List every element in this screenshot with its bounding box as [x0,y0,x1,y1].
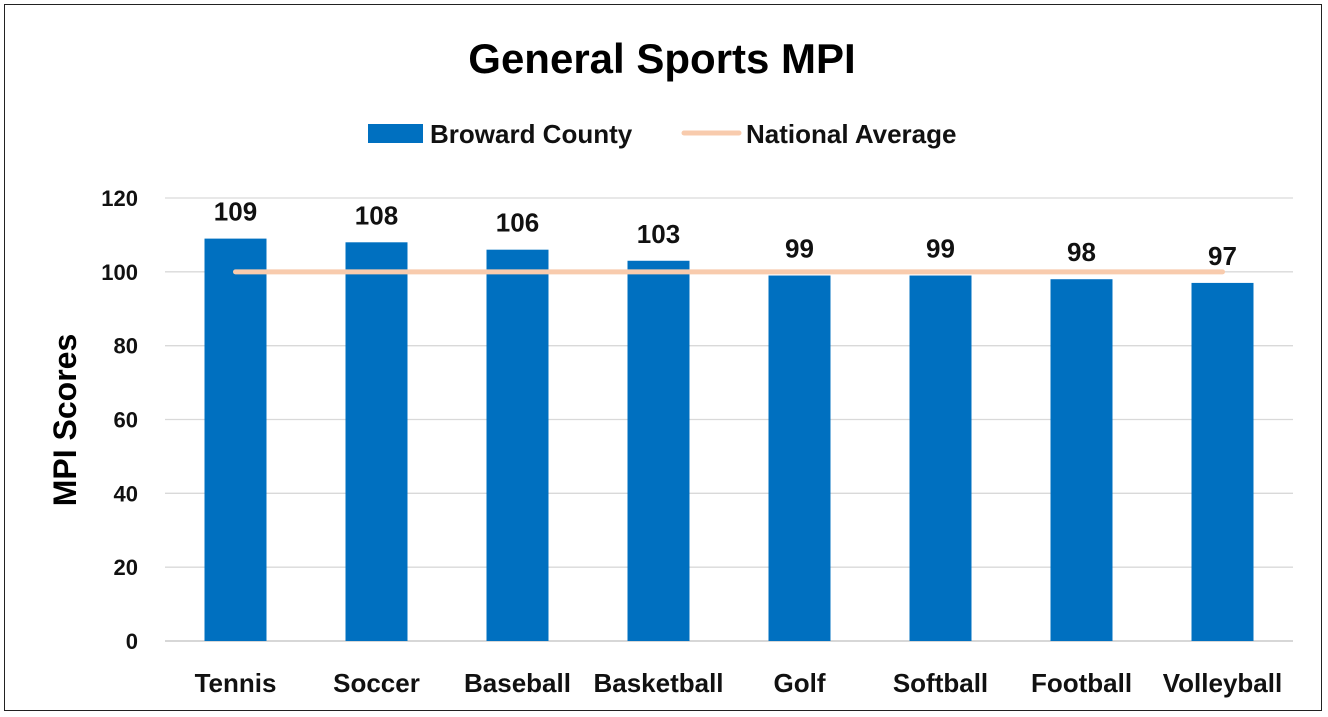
y-tick-label-20: 20 [114,555,138,580]
legend-label-national-average: National Average [746,119,956,149]
data-label-volleyball: 97 [1208,241,1237,271]
data-label-soccer: 108 [355,200,398,230]
y-tick-label-40: 40 [114,481,138,506]
bar-golf [768,275,831,641]
data-label-softball: 99 [926,234,955,264]
bar-softball [909,275,972,641]
data-label-baseball: 106 [496,208,539,238]
legend: Broward County National Average [368,119,956,149]
x-tick-label-golf: Golf [774,668,826,698]
legend-swatch-broward-county [368,124,423,143]
data-labels: 109 108 106 103 99 99 98 97 [214,197,1237,271]
x-tick-label-football: Football [1031,668,1132,698]
x-axis-categories: Tennis Soccer Baseball Basketball Golf Softba… [195,668,1283,698]
x-tick-label-tennis: Tennis [195,668,277,698]
x-tick-label-softball: Softball [893,668,988,698]
data-label-tennis: 109 [214,197,257,227]
x-tick-label-baseball: Baseball [464,668,571,698]
y-axis-ticks: 0 20 40 60 80 100 120 [101,186,138,654]
y-tick-label-60: 60 [114,408,138,433]
x-tick-label-soccer: Soccer [333,668,420,698]
bar-series [204,238,1254,642]
y-tick-label-120: 120 [101,186,138,211]
bar-basketball [627,260,690,641]
gridlines [165,197,1293,642]
bar-volleyball [1191,282,1254,641]
y-axis-label: MPI Scores [47,334,83,507]
bar-tennis [204,238,267,641]
bar-baseball [486,249,549,641]
legend-label-broward-county: Broward County [430,119,633,149]
chart-title: General Sports MPI [468,35,855,82]
y-tick-label-100: 100 [101,260,138,285]
x-tick-label-basketball: Basketball [593,668,723,698]
bar-soccer [345,242,408,642]
bar-football [1050,279,1113,641]
data-label-golf: 99 [785,234,814,264]
y-tick-label-80: 80 [114,334,138,359]
data-label-football: 98 [1067,237,1096,267]
data-label-basketball: 103 [637,219,680,249]
y-tick-label-0: 0 [126,629,138,654]
x-tick-label-volleyball: Volleyball [1163,668,1282,698]
